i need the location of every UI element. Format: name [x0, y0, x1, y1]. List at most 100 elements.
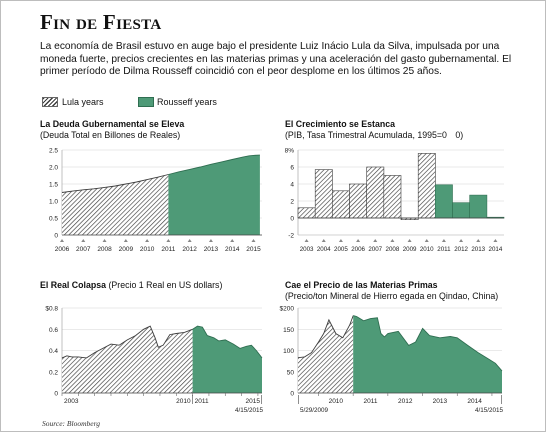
iron-xtick-label: 2010	[329, 398, 344, 405]
gdp-bar	[349, 183, 368, 219]
debt-xtick-mark	[102, 239, 107, 242]
debt-xtick-label: 2007	[76, 246, 91, 253]
gdp-chart-heading: El Crecimiento se Estanca	[285, 119, 395, 130]
debt-xtick-mark	[251, 239, 256, 242]
debt-chart-title: La Deuda Gubernamental se Eleva	[40, 119, 185, 129]
real-chart: 0 0.2 0.4 0.6 $0.8 2003 2010 2011 2015 4/15/2015	[45, 306, 263, 415]
gdp-bar	[469, 194, 488, 219]
gdp-bar	[366, 166, 385, 219]
gdp-xtick-label: 2007	[368, 246, 382, 253]
iron-chart-title: Cae el Precio de las Materias Primas	[285, 280, 438, 290]
debt-ytick-label: 2.5	[49, 148, 58, 155]
real-area-lula	[62, 326, 193, 393]
gdp-xtick-label: 2013	[471, 246, 485, 253]
debt-xtick-mark	[123, 239, 128, 242]
debt-ytick-label: 0.5	[49, 216, 58, 223]
gdp-chart: -2 0 2 4 6 8% 2003 2004 2005 2006 2007 2008 2009 2010…	[285, 148, 505, 253]
real-xtick-label: 2003	[64, 398, 79, 405]
debt-xtick-mark	[145, 239, 150, 242]
gdp-xtick-mark	[373, 239, 378, 242]
debt-xtick-label: 2012	[182, 246, 197, 253]
gdp-xtick-label: 2004	[317, 246, 331, 253]
gdp-xtick-mark	[321, 239, 326, 242]
gdp-chart-subtitle-line: (PIB, Tasa Trimestral Acumulada, 1995=0 …	[285, 130, 463, 141]
debt-xtick-label: 2009	[119, 246, 134, 253]
real-ytick-label: 0.4	[49, 348, 58, 355]
real-chart-subtitle: (Precio 1 Real en US dollars)	[108, 280, 223, 290]
gdp-chart-subtitle-tail: 0)	[455, 130, 464, 140]
gdp-xtick-label: 2005	[334, 246, 348, 253]
iron-line-lula	[297, 315, 354, 359]
real-chart-heading: El Real Colapsa (Precio 1 Real en US dol…	[40, 280, 222, 291]
gdp-xtick-mark	[493, 239, 498, 242]
iron-chart: 0 50 100 150 $200 2010 2011 2012 2013 2014 5/29/20…	[280, 306, 504, 415]
iron-line-rousseff	[353, 315, 503, 372]
legend-swatch-rousseff	[138, 97, 154, 107]
real-ytick-label: 0.6	[49, 327, 58, 334]
gdp-xtick-label: 2008	[386, 246, 400, 253]
debt-xtick-label: 2008	[97, 246, 112, 253]
debt-ytick-label: 1.5	[49, 182, 58, 189]
gdp-xtick-mark	[441, 239, 446, 242]
gdp-xtick-mark	[338, 239, 343, 242]
iron-xtick-label: 2014	[467, 398, 482, 405]
real-xtick-label: 2011	[195, 398, 209, 405]
gdp-xtick-label: 2011	[437, 246, 451, 253]
debt-area-rousseff	[168, 155, 260, 235]
gdp-ytick-label: 4	[290, 182, 294, 189]
gdp-bar	[434, 184, 453, 219]
iron-area-lula	[298, 315, 354, 393]
real-line-rousseff	[192, 325, 263, 359]
debt-area-lula	[62, 174, 169, 235]
legend-label-lula: Lula years	[62, 97, 104, 107]
debt-ytick-label: 2.0	[49, 165, 58, 172]
debt-chart-subtitle: (Deuda Total en Billones de Reales)	[40, 130, 181, 140]
source-note: Source: Bloomberg	[42, 419, 100, 428]
gdp-xtick-label: 2003	[300, 246, 314, 253]
gdp-ytick-label: 8%	[285, 148, 295, 155]
iron-chart-heading: Cae el Precio de las Materias Primas	[285, 280, 438, 291]
real-chart-title: El Real Colapsa	[40, 280, 107, 290]
real-xtick-label: 2015	[246, 398, 261, 405]
iron-ytick-label: $200	[280, 306, 295, 313]
gdp-ytick-label: 2	[290, 199, 294, 206]
gdp-xtick-label: 2006	[351, 246, 365, 253]
intro-paragraph: La economía de Brasil estuvo en auge baj…	[40, 41, 512, 78]
iron-ytick-label: 50	[287, 369, 295, 376]
gdp-chart-title: El Crecimiento se Estanca	[285, 119, 396, 129]
debt-ytick-label: 1.0	[49, 199, 58, 206]
gdp-xtick-mark	[407, 239, 412, 242]
real-xtick-label: 2010	[176, 398, 191, 405]
gdp-xtick-label: 2010	[420, 246, 434, 253]
legend-label-rousseff: Rousseff years	[157, 97, 217, 107]
iron-ytick-label: 100	[283, 348, 294, 355]
debt-xtick-mark	[81, 239, 86, 242]
real-ytick-label: 0	[54, 391, 58, 398]
iron-xtick-label: 2013	[433, 398, 448, 405]
debt-chart: 0 0.5 1.0 1.5 2.0 2.5 2006 2007 2008 2009 2010 2011…	[49, 148, 262, 253]
real-area-rousseff	[192, 326, 262, 393]
gdp-xtick-mark	[424, 239, 429, 242]
gdp-chart-subtitle: (PIB, Tasa Trimestral Acumulada, 1995=0	[285, 130, 447, 140]
gdp-ytick-label: 0	[290, 216, 294, 223]
gdp-xtick-mark	[356, 239, 361, 242]
gdp-ytick-label: -2	[288, 233, 294, 240]
gdp-xtick-mark	[459, 239, 464, 242]
gdp-bar	[383, 175, 402, 219]
debt-xtick-mark	[208, 239, 213, 242]
gdp-bar	[417, 153, 436, 219]
debt-xtick-label: 2010	[140, 246, 155, 253]
legend-swatch-lula	[42, 97, 58, 107]
debt-xtick-label: 2013	[204, 246, 219, 253]
gdp-ytick-label: 6	[290, 165, 294, 172]
debt-xtick-mark	[60, 239, 64, 242]
iron-area-rousseff	[353, 315, 502, 393]
gdp-bar	[297, 207, 316, 219]
iron-end-date-label: 4/15/2015	[475, 407, 504, 414]
iron-xtick-label: 2012	[398, 398, 413, 405]
debt-line-lula	[61, 174, 169, 193]
gdp-xtick-label: 2014	[489, 246, 503, 253]
gdp-xtick-mark	[476, 239, 481, 242]
real-ytick-label: $0.8	[45, 306, 58, 313]
